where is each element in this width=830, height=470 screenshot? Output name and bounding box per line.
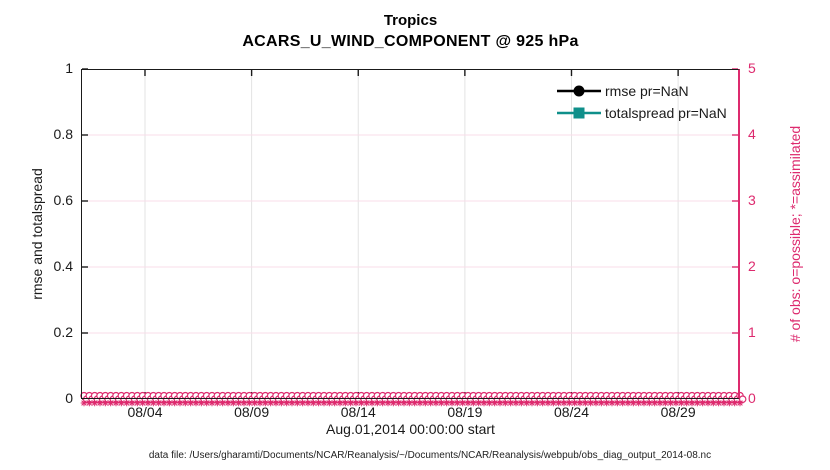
right-y-tick-label: 4 — [748, 126, 756, 142]
legend-entry: rmse pr=NaN — [556, 80, 751, 102]
assimilated-obs-marker — [96, 399, 104, 407]
left-y-tick-label: 0.6 — [53, 192, 73, 208]
assimilated-obs-marker — [203, 399, 210, 407]
left-y-tick-label: 0 — [65, 390, 73, 406]
assimilated-obs-marker — [416, 399, 424, 407]
plot-area — [81, 69, 740, 399]
assimilated-obs-marker — [411, 399, 418, 407]
x-axis-label: Aug.01,2014 00:00:00 start — [326, 421, 495, 437]
assimilated-obs-marker — [294, 399, 301, 407]
plot-subtitle: ACARS_U_WIND_COMPONENT @ 925 hPa — [242, 33, 579, 50]
x-tick-label: 08/09 — [234, 404, 270, 420]
assimilated-obs-marker — [400, 399, 408, 407]
left-y-axis-label: rmse and totalspread — [29, 168, 45, 300]
x-tick-label: 08/14 — [340, 404, 376, 420]
left-y-tick-label: 0.8 — [53, 126, 73, 142]
assimilated-obs-marker — [310, 399, 317, 407]
left-y-tick-label: 0.2 — [53, 324, 73, 340]
assimilated-obs-marker — [299, 399, 306, 407]
assimilated-obs-marker — [406, 399, 413, 407]
assimilated-obs-marker — [187, 399, 194, 407]
right-y-tick-label: 3 — [748, 192, 756, 208]
assimilated-obs-marker — [91, 399, 98, 407]
left-y-tick-label: 1 — [65, 60, 73, 76]
assimilated-obs-marker — [507, 399, 514, 407]
assimilated-obs-marker — [80, 399, 88, 407]
assimilated-obs-marker — [512, 399, 520, 407]
assimilated-obs-marker — [736, 399, 744, 407]
x-tick-label: 08/29 — [660, 404, 696, 420]
data-file-footnote: data file: /Users/gharamti/Documents/NCA… — [148, 450, 712, 461]
legend-label: totalspread pr=NaN — [605, 105, 727, 121]
assimilated-obs-marker — [518, 399, 525, 407]
assimilated-obs-marker — [86, 399, 93, 407]
right-y-tick-label: 2 — [748, 258, 756, 274]
assimilated-obs-marker — [731, 399, 738, 407]
right-y-axis-label: # of obs: o=possible; *=assimilated — [787, 125, 803, 343]
assimilated-obs-marker — [304, 399, 312, 407]
assimilated-obs-marker — [198, 399, 205, 407]
assimilated-obs-marker — [720, 399, 728, 407]
x-tick-label: 08/19 — [447, 404, 483, 420]
left-y-tick-label: 0.4 — [53, 258, 73, 274]
legend-entry: totalspread pr=NaN — [556, 102, 751, 124]
totalspread-line-marker-icon — [557, 107, 601, 119]
legend: rmse pr=NaN totalspread pr=NaN — [556, 80, 751, 124]
right-y-tick-label: 1 — [748, 324, 756, 340]
x-tick-label: 08/04 — [127, 404, 163, 420]
assimilated-obs-marker — [614, 399, 621, 407]
assimilated-obs-marker — [523, 399, 530, 407]
x-tick-label: 08/24 — [553, 404, 589, 420]
assimilated-obs-marker — [192, 399, 200, 407]
possible-obs-marker — [738, 395, 747, 404]
assimilated-obs-marker — [619, 399, 626, 407]
plot-title: Tropics — [383, 12, 438, 29]
rmse-line-marker-icon — [557, 85, 601, 97]
right-y-tick-label: 5 — [748, 60, 756, 76]
assimilated-obs-marker — [630, 399, 637, 407]
legend-label: rmse pr=NaN — [605, 83, 689, 99]
right-y-tick-label: 0 — [748, 390, 756, 406]
assimilated-obs-marker — [726, 399, 733, 407]
assimilated-obs-marker — [624, 399, 632, 407]
